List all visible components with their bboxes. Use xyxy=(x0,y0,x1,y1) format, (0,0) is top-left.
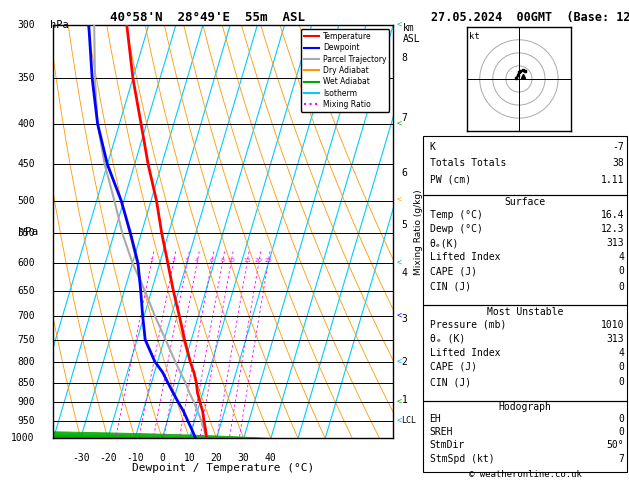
Text: Lifted Index: Lifted Index xyxy=(430,252,500,262)
Text: 20: 20 xyxy=(211,453,223,463)
Text: CAPE (J): CAPE (J) xyxy=(430,362,477,372)
Text: 1000: 1000 xyxy=(11,434,35,443)
Text: θₑ (K): θₑ (K) xyxy=(430,334,465,344)
Text: 6: 6 xyxy=(209,258,214,263)
Text: <: < xyxy=(396,417,401,425)
Text: 850: 850 xyxy=(17,378,35,388)
Text: 50°: 50° xyxy=(606,440,624,450)
Text: 800: 800 xyxy=(17,357,35,367)
Text: Most Unstable: Most Unstable xyxy=(487,307,564,317)
Text: 16.4: 16.4 xyxy=(601,210,624,220)
Text: 700: 700 xyxy=(17,311,35,321)
Text: CIN (J): CIN (J) xyxy=(430,378,470,387)
Text: 400: 400 xyxy=(17,119,35,129)
Text: 5: 5 xyxy=(401,220,408,230)
Text: EH: EH xyxy=(430,414,442,424)
Text: LCL: LCL xyxy=(401,417,416,425)
Text: 1: 1 xyxy=(401,395,408,405)
Text: 500: 500 xyxy=(17,195,35,206)
Text: 7: 7 xyxy=(401,113,408,123)
Text: Hodograph: Hodograph xyxy=(499,402,552,412)
Text: StmDir: StmDir xyxy=(430,440,465,450)
Text: 27.05.2024  00GMT  (Base: 12): 27.05.2024 00GMT (Base: 12) xyxy=(431,11,629,24)
Text: <: < xyxy=(396,312,401,320)
Text: 0: 0 xyxy=(618,414,624,424)
Text: K: K xyxy=(430,142,435,152)
Text: 38: 38 xyxy=(612,158,624,168)
Text: 0: 0 xyxy=(618,282,624,292)
Text: 0: 0 xyxy=(159,453,165,463)
Text: -10: -10 xyxy=(126,453,144,463)
Text: 1: 1 xyxy=(150,258,153,263)
Text: Pressure (mb): Pressure (mb) xyxy=(430,320,506,330)
Text: 10: 10 xyxy=(184,453,195,463)
Text: 3: 3 xyxy=(401,314,408,324)
Text: 0: 0 xyxy=(618,362,624,372)
Legend: Temperature, Dewpoint, Parcel Trajectory, Dry Adiabat, Wet Adiabat, Isotherm, Mi: Temperature, Dewpoint, Parcel Trajectory… xyxy=(301,29,389,112)
Text: <: < xyxy=(396,259,401,268)
Text: 950: 950 xyxy=(17,416,35,426)
Text: 2: 2 xyxy=(171,258,175,263)
Text: 650: 650 xyxy=(17,286,35,295)
Text: -7: -7 xyxy=(612,142,624,152)
Text: 3: 3 xyxy=(185,258,189,263)
Text: θₑ(K): θₑ(K) xyxy=(430,238,459,248)
Text: <: < xyxy=(396,21,401,30)
Text: 8: 8 xyxy=(220,258,225,263)
Text: 12.3: 12.3 xyxy=(601,225,624,234)
Text: StmSpd (kt): StmSpd (kt) xyxy=(430,454,494,464)
Text: 300: 300 xyxy=(17,20,35,30)
Text: 600: 600 xyxy=(17,258,35,268)
Text: 313: 313 xyxy=(606,334,624,344)
Text: 0: 0 xyxy=(618,378,624,387)
Text: Dewpoint / Temperature (°C): Dewpoint / Temperature (°C) xyxy=(132,463,314,473)
Text: <: < xyxy=(396,120,401,128)
Text: 10: 10 xyxy=(227,258,235,263)
Text: -30: -30 xyxy=(72,453,89,463)
Text: CIN (J): CIN (J) xyxy=(430,282,470,292)
Text: 6: 6 xyxy=(401,169,408,178)
Text: 8: 8 xyxy=(401,53,408,63)
Text: <: < xyxy=(396,357,401,366)
Text: 313: 313 xyxy=(606,238,624,248)
Text: 15: 15 xyxy=(243,258,251,263)
Text: 30: 30 xyxy=(238,453,250,463)
Text: 25: 25 xyxy=(264,258,272,263)
Text: 4: 4 xyxy=(618,252,624,262)
Text: 4: 4 xyxy=(195,258,199,263)
Text: 1.11: 1.11 xyxy=(601,175,624,185)
Text: 0: 0 xyxy=(618,427,624,436)
Text: 4: 4 xyxy=(618,348,624,358)
Text: hPa: hPa xyxy=(18,227,38,237)
Text: 4: 4 xyxy=(401,268,408,278)
Text: PW (cm): PW (cm) xyxy=(430,175,470,185)
Text: CAPE (J): CAPE (J) xyxy=(430,266,477,276)
Text: Dewp (°C): Dewp (°C) xyxy=(430,225,482,234)
Text: 40°58'N  28°49'E  55m  ASL: 40°58'N 28°49'E 55m ASL xyxy=(110,11,305,24)
Text: Temp (°C): Temp (°C) xyxy=(430,210,482,220)
Text: 20: 20 xyxy=(255,258,263,263)
Text: 2: 2 xyxy=(401,357,408,367)
Text: 7: 7 xyxy=(618,454,624,464)
Text: -20: -20 xyxy=(99,453,116,463)
Text: Mixing Ratio (g/kg): Mixing Ratio (g/kg) xyxy=(414,189,423,275)
Text: 40: 40 xyxy=(265,453,277,463)
Text: Totals Totals: Totals Totals xyxy=(430,158,506,168)
Text: 0: 0 xyxy=(618,266,624,276)
Text: 450: 450 xyxy=(17,159,35,170)
Text: 1010: 1010 xyxy=(601,320,624,330)
Text: km
ASL: km ASL xyxy=(403,23,420,44)
Text: kt: kt xyxy=(469,32,480,41)
Text: 350: 350 xyxy=(17,73,35,83)
Text: 750: 750 xyxy=(17,335,35,345)
Text: Lifted Index: Lifted Index xyxy=(430,348,500,358)
Text: <: < xyxy=(396,398,401,407)
Text: hPa: hPa xyxy=(50,20,69,31)
Text: © weatheronline.co.uk: © weatheronline.co.uk xyxy=(469,469,582,479)
Text: 900: 900 xyxy=(17,397,35,407)
Text: SREH: SREH xyxy=(430,427,453,436)
Text: <: < xyxy=(396,196,401,205)
Text: Surface: Surface xyxy=(504,197,546,207)
Text: 550: 550 xyxy=(17,228,35,238)
